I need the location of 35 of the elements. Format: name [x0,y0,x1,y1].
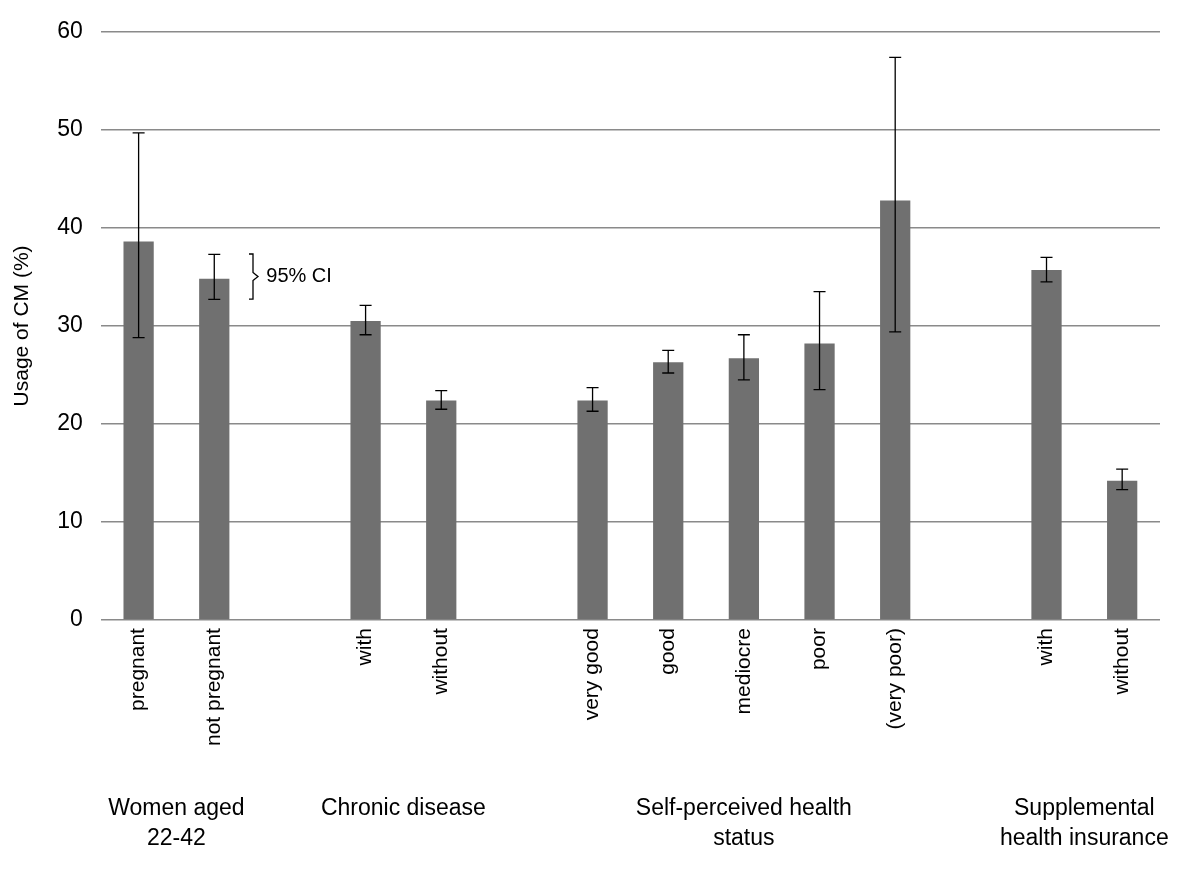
bar [350,321,381,620]
bar [804,343,835,620]
y-tick-label: 60 [57,17,83,44]
bar [880,200,911,620]
x-tick-label: without [428,627,452,696]
bar [1107,480,1138,620]
y-tick-label: 10 [57,507,83,534]
x-tick-label: with [1033,628,1057,667]
x-tick-label: not pregnant [201,627,225,747]
text: Women aged 22-42 [107,793,246,853]
y-tick-label: 20 [57,409,83,436]
x-tick-label: pregnant [125,627,149,711]
y-tick-label: 50 [57,115,83,142]
bar [426,400,457,620]
x-tick-label: without [1108,627,1132,696]
x-tick-label: with [352,628,376,667]
y-tick-label: 40 [57,213,83,240]
y-tick-label: 0 [69,605,83,632]
bar [123,241,154,620]
bar [199,278,230,620]
bar [577,400,608,620]
text: Supplemental health insurance [999,793,1170,853]
y-axis-title: Usage of CM (%) [9,245,33,407]
text: Self-perceived health status [634,793,853,853]
x-tick-label: mediocre [730,628,754,715]
annotation: 95% CI [266,263,332,287]
text: Chronic disease [319,793,487,823]
x-tick-label: (very poor) [881,628,905,730]
bar [653,362,684,620]
bar [1031,270,1062,620]
x-tick-label: good [655,628,679,675]
x-tick-label: poor [806,628,830,671]
y-tick-label: 30 [57,311,83,338]
x-tick-label: very good [579,628,603,721]
bar [728,358,760,620]
